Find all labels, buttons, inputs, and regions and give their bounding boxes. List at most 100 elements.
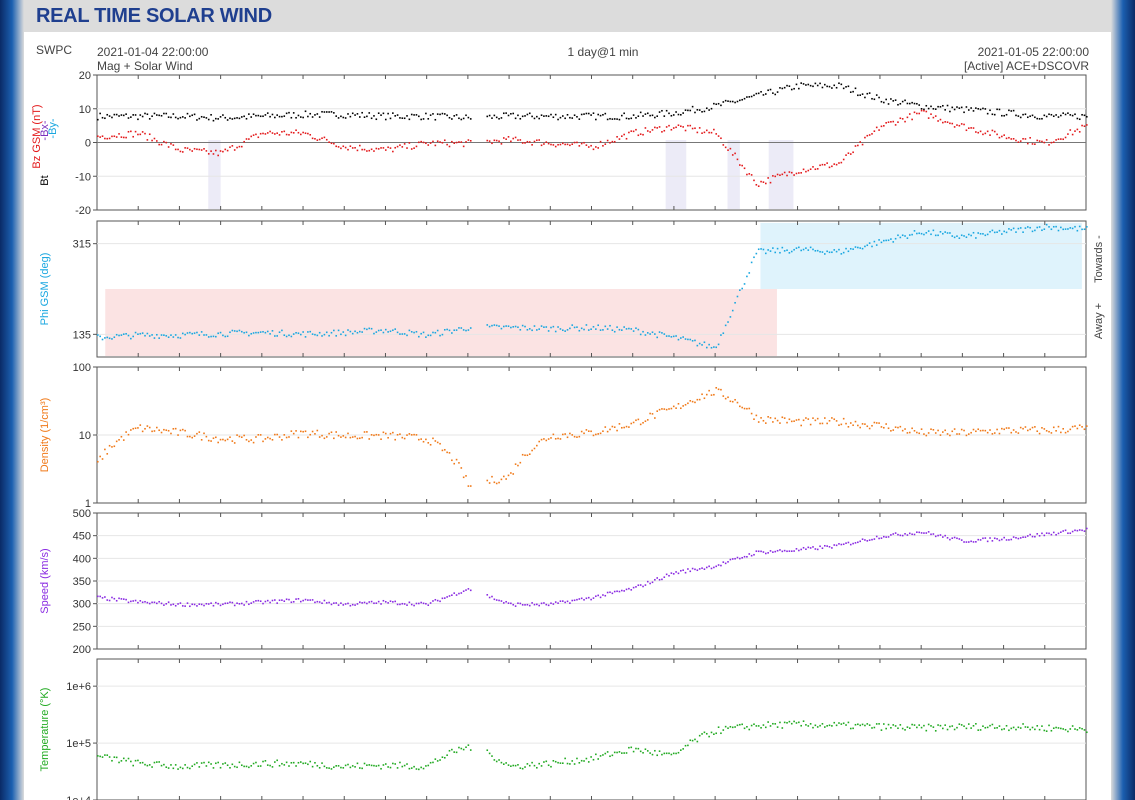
data-point [399,144,401,146]
data-point [580,759,583,762]
data-point [1017,726,1020,729]
data-point [753,94,755,97]
data-point [916,431,918,434]
data-point [857,246,859,249]
data-point [849,543,852,546]
data-point [911,533,913,536]
data-point [741,287,743,290]
data-point [137,333,139,335]
data-point [613,140,616,143]
data-point [975,107,977,109]
data-point [418,115,420,118]
data-point [366,602,368,605]
data-point [691,400,694,403]
data-point [857,144,859,147]
data-point [823,163,826,166]
data-point [762,551,765,553]
data-point [1031,535,1034,538]
data-point [1076,427,1079,430]
data-point [422,602,425,605]
data-point [739,289,741,292]
data-point [762,181,765,183]
data-point [97,595,99,598]
data-point [890,726,892,729]
data-point [609,755,611,758]
data-point [443,597,446,599]
data-point [689,400,692,402]
data-point [377,329,380,332]
data-point [599,329,602,331]
data-point [299,600,302,603]
data-point [576,598,578,601]
data-point [710,731,713,734]
data-point [743,167,746,170]
resolution-label: 1 day@1 min [568,45,639,59]
data-point [342,116,345,119]
data-point [245,117,248,120]
data-point [543,326,545,328]
data-point [993,537,996,540]
data-point [753,256,755,259]
data-point [132,427,135,430]
away-sector-shade [105,289,777,356]
data-point [552,433,555,436]
data-point [923,108,925,111]
data-point [514,764,517,767]
data-point [130,130,132,133]
data-point [1019,727,1022,729]
data-point [649,582,651,585]
data-point [731,309,734,312]
data-point [965,727,968,730]
data-point [767,416,769,418]
data-point [316,113,319,115]
data-point [250,332,253,335]
data-point [861,247,864,250]
data-point [842,417,845,420]
data-point [502,602,505,604]
data-point [583,113,585,115]
data-point [217,118,219,120]
data-point [840,161,843,164]
data-point [710,107,713,110]
data-point [790,420,793,423]
data-point [868,134,871,136]
data-point [111,338,113,340]
y-tick-label: 135 [73,329,91,341]
data-point [1017,227,1020,230]
data-point [911,118,913,121]
data-point [675,111,677,113]
data-point [363,601,366,604]
data-point [842,158,845,161]
data-point [495,324,498,327]
data-point [130,116,132,118]
data-point [122,439,125,441]
data-point [967,541,970,543]
data-point [783,171,786,174]
data-point [236,434,238,436]
data-point [536,139,538,142]
data-point [153,601,156,604]
data-point [975,541,977,543]
data-point [1001,728,1003,731]
data-point [266,764,269,766]
data-point [861,423,864,425]
data-point [982,725,984,727]
data-point [167,601,170,603]
data-point [429,114,432,116]
data-point [788,418,791,421]
data-point [510,765,512,768]
data-point [1029,226,1031,229]
data-point [229,601,231,604]
data-point [1022,723,1024,725]
data-point [585,324,588,326]
data-point [278,436,281,438]
data-point [1069,532,1072,535]
data-point [132,135,135,138]
data-point [101,338,104,341]
data-point [177,148,179,151]
data-point [163,763,165,766]
data-point [167,336,170,339]
data-point [793,720,795,723]
y-tick-label: 400 [73,553,91,565]
data-point [146,601,149,604]
